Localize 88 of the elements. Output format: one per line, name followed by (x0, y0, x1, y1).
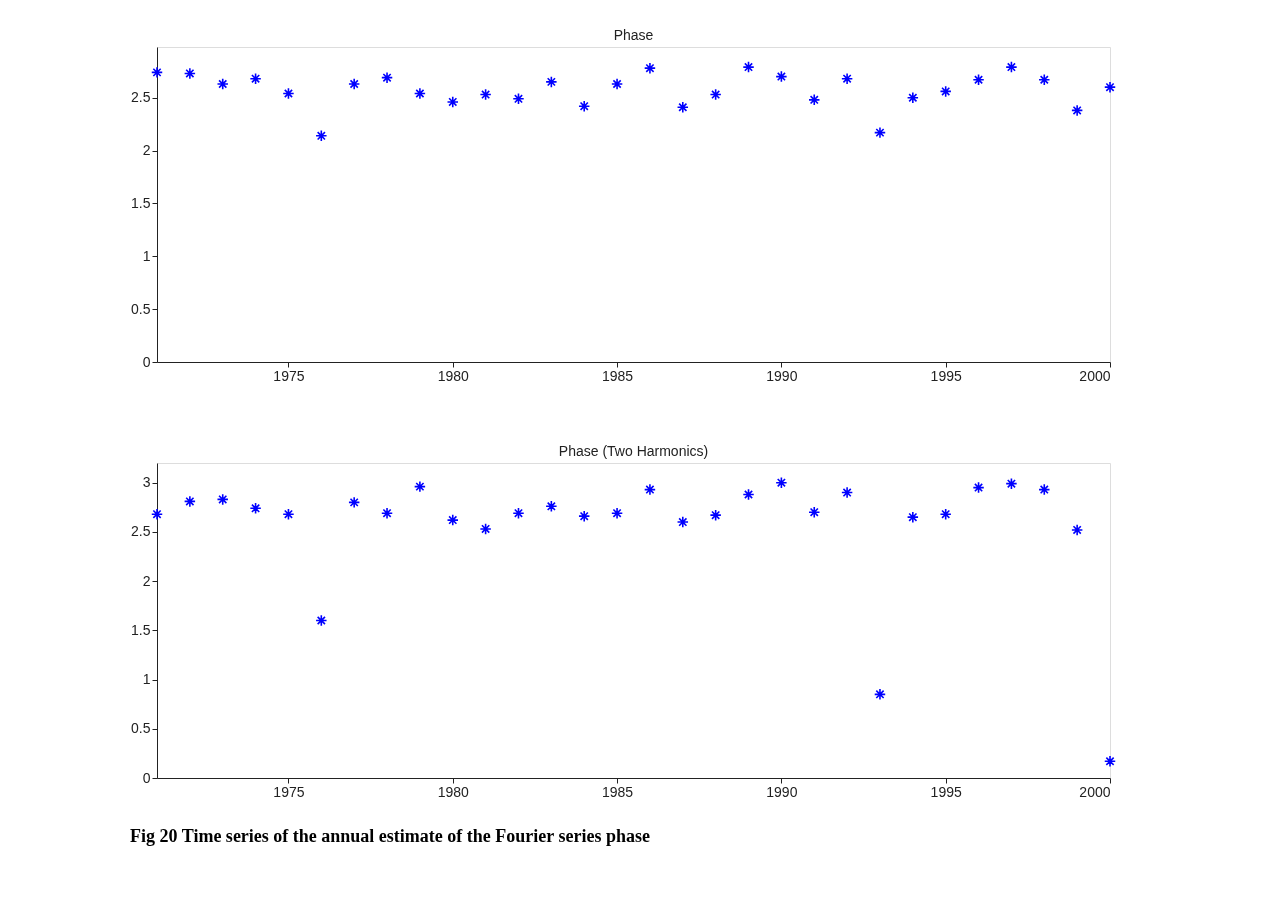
point (611, 77, 624, 91)
y-tick-label: 1 (142, 671, 151, 688)
point (578, 100, 591, 113)
point (1103, 81, 1117, 94)
y-tick-label: 0.5 (131, 300, 151, 317)
x-tick-label: 1980 (437, 367, 470, 384)
point (216, 493, 229, 506)
point (183, 67, 196, 80)
point (1103, 755, 1117, 768)
point (578, 510, 591, 523)
point (709, 88, 722, 101)
y-tick-label: 1.5 (131, 194, 151, 211)
point (1071, 523, 1084, 536)
point (808, 506, 821, 519)
point (643, 62, 656, 75)
x-tick-label: 2000 (1079, 367, 1111, 384)
point (939, 508, 952, 521)
point (775, 70, 788, 83)
y-tick-label: 0.5 (131, 720, 151, 737)
point (1038, 73, 1051, 86)
chart-title: Phase (Two Harmonics) (558, 443, 709, 459)
point (216, 77, 229, 91)
x-tick-label: 1995 (930, 783, 962, 800)
point (873, 688, 887, 701)
x-tick-label: 1985 (601, 783, 634, 800)
point (348, 77, 361, 91)
point (512, 92, 525, 105)
point (1071, 104, 1084, 117)
point (841, 72, 854, 85)
point (282, 87, 295, 100)
point (446, 514, 459, 527)
point (315, 614, 328, 627)
caption: Fig 20 Time series of the annual estimate of the Fourier series phase (130, 825, 650, 846)
point (676, 101, 689, 114)
x-tick-label: 1975 (273, 367, 305, 384)
point (676, 516, 689, 529)
point (1005, 477, 1018, 490)
x-tick-label: 1995 (930, 367, 962, 384)
y-tick-label: 2 (142, 572, 151, 589)
x-tick-label: 1990 (766, 783, 798, 800)
point (413, 87, 426, 100)
x-tick-label: 1980 (437, 783, 470, 800)
point (545, 75, 558, 88)
x-tick-label: 1990 (766, 367, 798, 384)
y-tick-label: 3 (142, 474, 151, 491)
point (906, 91, 919, 104)
point (380, 507, 394, 520)
x-tick-label: 2000 (1079, 783, 1111, 800)
point (906, 511, 919, 524)
y-tick-label: 2.5 (131, 523, 151, 540)
point (775, 476, 788, 489)
point (150, 508, 164, 521)
point (742, 488, 755, 501)
point (841, 486, 854, 499)
y-tick-label: 2.5 (131, 89, 151, 106)
point (249, 72, 262, 85)
point (1038, 483, 1051, 496)
point (315, 129, 328, 142)
point (873, 126, 887, 139)
point (808, 93, 821, 106)
point (446, 95, 459, 109)
point (380, 71, 394, 84)
y-tick-label: 0 (142, 769, 151, 786)
point (479, 88, 492, 101)
x-tick-label: 1985 (601, 367, 634, 384)
point (282, 508, 295, 521)
point (643, 483, 656, 496)
point (742, 61, 755, 74)
point (545, 500, 558, 513)
point (709, 509, 722, 522)
point (150, 66, 164, 79)
point (479, 522, 492, 535)
y-tick-label: 2 (142, 142, 151, 159)
y-tick-label: 1 (142, 247, 151, 264)
point (972, 481, 985, 494)
point (611, 507, 624, 520)
point (939, 85, 952, 98)
y-tick-label: 1.5 (131, 621, 151, 638)
point (413, 480, 426, 493)
point (512, 507, 525, 520)
point (1005, 61, 1018, 74)
x-tick-label: 1975 (273, 783, 305, 800)
chart-title: Phase (613, 27, 654, 43)
point (249, 502, 262, 515)
point (348, 496, 361, 509)
point (972, 73, 985, 86)
point (183, 495, 196, 508)
y-tick-label: 0 (142, 353, 151, 370)
